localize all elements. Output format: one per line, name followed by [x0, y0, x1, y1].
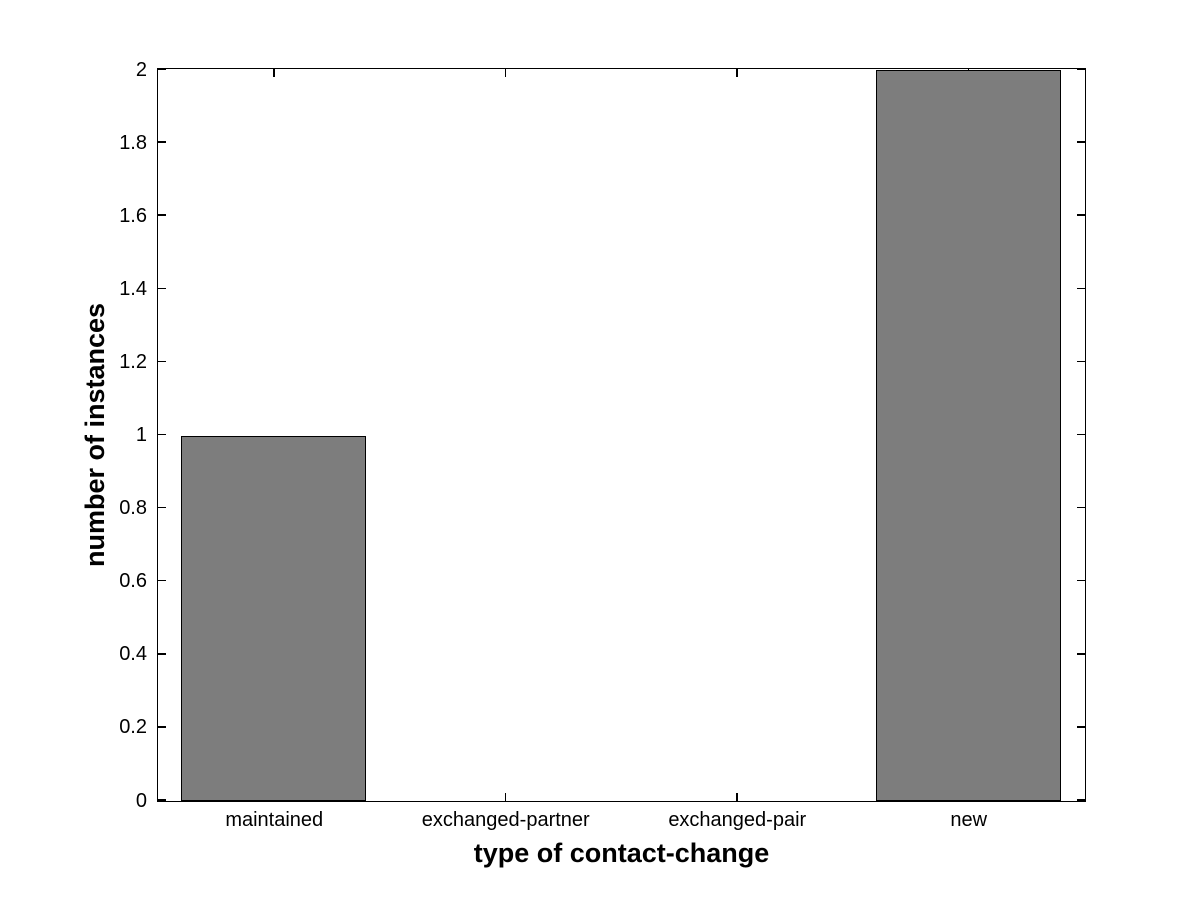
axis-tick-mark — [158, 433, 166, 436]
axis-tick-mark — [1077, 141, 1085, 143]
y-tick-label: 0.2 — [119, 716, 147, 739]
y-tick-label: 1.8 — [119, 131, 147, 154]
axis-tick-mark — [158, 141, 166, 143]
axis-tick-mark — [158, 214, 166, 216]
axis-tick-mark — [504, 69, 506, 77]
axis-tick-mark — [158, 506, 166, 509]
y-tick-label: 1 — [135, 424, 147, 446]
axis-tick-mark — [158, 653, 166, 655]
axis-tick-mark — [158, 579, 166, 582]
y-tick-label: 0.6 — [119, 570, 147, 593]
axis-tick-mark — [1077, 433, 1085, 436]
y-tick-label: 0.8 — [119, 497, 147, 520]
axis-tick-mark — [158, 726, 166, 728]
axis-tick-mark — [1077, 214, 1085, 216]
axis-tick-mark — [158, 68, 166, 70]
x-tick-label: new — [950, 809, 988, 831]
axis-tick-mark — [1077, 68, 1085, 70]
y-tick-label: 1.6 — [119, 204, 147, 227]
y-tick-label: 1.2 — [119, 350, 147, 373]
axis-tick-mark — [504, 793, 506, 801]
y-tick-label: 0 — [135, 789, 147, 812]
bar-maintained — [181, 435, 367, 801]
axis-tick-mark — [1077, 287, 1085, 290]
plot-area — [157, 68, 1086, 802]
axis-tick-mark — [158, 799, 166, 801]
axis-tick-mark — [736, 793, 738, 801]
y-tick-label: 0.4 — [119, 643, 147, 666]
axis-tick-mark — [1077, 579, 1085, 582]
axis-tick-mark — [1077, 506, 1085, 509]
bars — [158, 69, 1085, 801]
x-axis-label: type of contact-change — [473, 838, 770, 868]
axis-tick-mark — [736, 69, 738, 77]
axis-tick-mark — [273, 69, 275, 77]
axis-tick-mark — [158, 287, 166, 290]
y-tick-label: 2 — [135, 58, 147, 81]
x-tick-label: exchanged-pair — [668, 809, 807, 831]
x-tick-label: maintained — [225, 809, 324, 831]
axis-tick-mark — [158, 360, 166, 363]
axis-tick-mark — [1077, 726, 1085, 728]
axis-tick-mark — [1077, 653, 1085, 655]
axis-tick-mark — [1077, 799, 1085, 801]
bar-new — [875, 70, 1061, 801]
y-tick-label: 1.4 — [119, 277, 147, 300]
x-tick-label: exchanged-partner — [421, 809, 590, 831]
axis-tick-mark — [1077, 360, 1085, 363]
